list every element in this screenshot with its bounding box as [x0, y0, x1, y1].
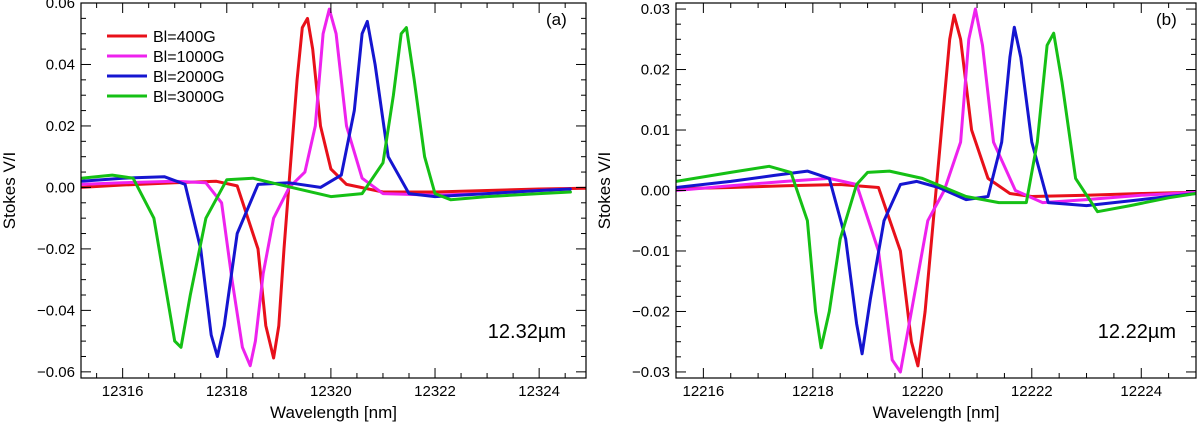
x-axis-label: Wavelength [nm]: [873, 403, 1000, 422]
panel-label: (b): [1156, 10, 1177, 29]
panel-label: (a): [546, 10, 567, 29]
series-line-bl3000g: [676, 31, 1196, 350]
plot-frame: [80, 2, 587, 379]
series-line-bl1000g: [81, 7, 572, 368]
series-line-bl400g: [676, 13, 1196, 368]
y-tick-label: −0.02: [37, 241, 75, 258]
x-tick-label: 12320: [310, 383, 352, 400]
x-axis-label: Wavelength [nm]: [270, 403, 397, 422]
y-tick-label: 0.02: [641, 62, 670, 79]
series-line-bl400g: [81, 16, 586, 360]
y-axis-label: Stokes V/I: [0, 152, 19, 229]
series-line-bl3000g: [81, 26, 572, 349]
y-tick-label: 0.02: [46, 118, 75, 135]
legend-entry: Bl=3000G: [153, 89, 225, 106]
x-tick-label: 12216: [683, 383, 725, 400]
legend-entry: Bl=1000G: [153, 49, 225, 66]
legend-entry: Bl=400G: [153, 29, 216, 46]
x-tick-label: 12220: [901, 383, 943, 400]
y-tick-label: −0.06: [37, 364, 75, 381]
x-tick-label: 12318: [206, 383, 248, 400]
x-tick-label: 12322: [414, 383, 456, 400]
y-tick-label: 0.03: [641, 1, 670, 18]
wavelength-annotation: 12.22µm: [1098, 321, 1176, 343]
y-tick-label: 0.04: [46, 56, 75, 73]
y-tick-label: −0.04: [37, 302, 75, 319]
y-tick-label: 0.06: [46, 0, 75, 12]
y-axis-label: Stokes V/I: [595, 152, 614, 229]
legend: Bl=400G Bl=1000G Bl=2000G Bl=3000G: [107, 29, 225, 106]
x-tick-label: 12316: [102, 383, 144, 400]
panel-b: 12216 12218 12220 12222 12224 −0.03 −0.02 −0.01…: [595, 1, 1197, 422]
series-group: [676, 7, 1196, 374]
legend-entry: Bl=2000G: [153, 69, 225, 86]
series-line-bl2000g: [81, 19, 572, 358]
x-tick-label: 12218: [792, 383, 834, 400]
y-tick-label: 0.00: [46, 179, 75, 196]
y-tick-label: −0.03: [632, 364, 670, 381]
y-tick-label: −0.01: [632, 243, 670, 260]
wavelength-annotation: 12.32µm: [488, 321, 566, 343]
series-group: [81, 7, 586, 368]
y-tick-label: 0.01: [641, 122, 670, 139]
y-tick-label: 0.00: [641, 183, 670, 200]
x-tick-label: 12224: [1120, 383, 1162, 400]
x-tick-label: 12222: [1011, 383, 1053, 400]
x-tick-label: 12324: [518, 383, 560, 400]
panel-a: 12316 12318 12320 12322 12324 −0.06 −0.04 −0.02…: [0, 0, 587, 422]
y-tick-label: −0.02: [632, 303, 670, 320]
